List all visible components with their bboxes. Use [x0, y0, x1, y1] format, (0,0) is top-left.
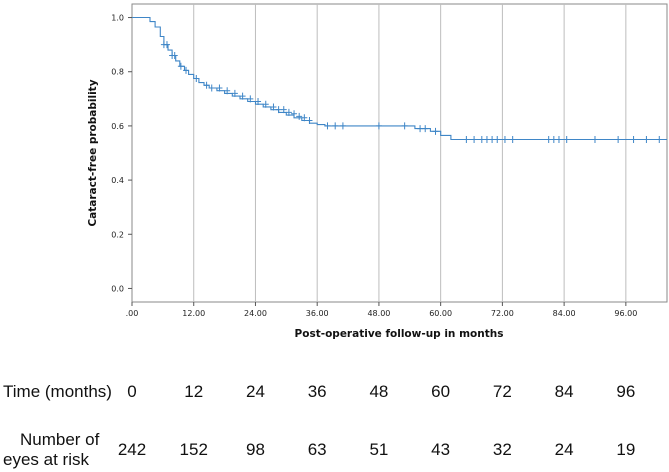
y-tick-label: 0.8 — [111, 68, 124, 77]
censor-mark — [630, 135, 637, 143]
censor-mark — [417, 125, 424, 133]
time-value: 96 — [616, 382, 636, 401]
x-tick-label: 84.00 — [553, 309, 576, 318]
censor-mark — [489, 135, 496, 143]
time-value: 36 — [307, 382, 327, 401]
time-value: 0 — [127, 382, 137, 401]
censor-mark — [262, 100, 269, 108]
censor-mark — [375, 122, 382, 130]
censor-mark — [296, 112, 303, 120]
x-tick-label: 72.00 — [491, 309, 514, 318]
y-tick-label: 0.0 — [111, 284, 124, 293]
x-tick-label: 48.00 — [367, 309, 390, 318]
time-header: Time (months) — [3, 382, 112, 401]
at-risk-header-line2: eyes at risk — [3, 450, 89, 469]
time-value: 48 — [369, 382, 389, 401]
at-risk-value: 32 — [492, 440, 512, 459]
time-value: 12 — [184, 382, 204, 401]
survival-curve — [132, 16, 667, 141]
y-tick-label: 0.6 — [111, 122, 124, 131]
censor-mark — [208, 84, 215, 92]
censor-mark — [183, 66, 190, 74]
censor-mark — [332, 122, 339, 130]
at-risk-value: 152 — [179, 440, 208, 459]
censor-mark — [285, 108, 292, 116]
censor-mark — [509, 135, 516, 143]
at-risk-value: 98 — [245, 440, 265, 459]
censor-mark — [494, 135, 501, 143]
censor-mark — [643, 135, 650, 143]
censor-mark — [291, 110, 298, 118]
censor-mark — [275, 106, 282, 114]
time-value: 84 — [554, 382, 574, 401]
censor-mark — [339, 122, 346, 130]
at-risk-value: 19 — [616, 440, 636, 459]
censor-mark — [591, 135, 598, 143]
at-risk-value: 242 — [117, 440, 147, 459]
x-tick-label: .00 — [126, 309, 139, 318]
censor-mark — [545, 135, 552, 143]
censor-mark — [306, 116, 313, 124]
censor-mark — [401, 122, 408, 130]
censor-mark — [193, 75, 200, 82]
censor-mark — [255, 98, 262, 106]
censor-mark — [163, 41, 170, 49]
risk-table: Time (months) Number of eyes at risk 0 24… — [0, 378, 669, 472]
at-risk-value: 43 — [431, 440, 451, 459]
censor-mark — [280, 106, 287, 114]
at-risk-header-line1: Number of — [20, 430, 100, 449]
plot-area — [131, 3, 668, 303]
censor-mark — [550, 135, 557, 143]
censor-mark — [478, 135, 485, 143]
y-axis-title: Cataract-free probability — [87, 79, 99, 226]
censor-mark — [231, 89, 238, 97]
x-tick-label: 24.00 — [244, 309, 267, 318]
censor-mark — [483, 135, 490, 143]
km-chart: 0.0 0.2 0.4 0.6 0.8 1.0 .00 12.00 24.00 36.00 48.… — [87, 3, 668, 340]
censor-mark — [471, 135, 478, 143]
censor-mark — [216, 84, 223, 92]
y-tick-label: 0.2 — [111, 230, 124, 239]
censor-mark — [656, 135, 663, 143]
at-risk-value: 24 — [554, 440, 574, 459]
censor-mark — [301, 114, 308, 122]
censor-mark — [615, 135, 622, 143]
censor-mark — [177, 62, 184, 70]
censor-mark — [555, 135, 562, 143]
censor-mark — [324, 122, 331, 130]
censor-mark — [270, 103, 277, 111]
x-axis-title: Post-operative follow-up in months — [295, 328, 504, 340]
censor-mark — [203, 81, 210, 89]
censor-mark — [171, 51, 178, 59]
at-risk-value: 63 — [307, 440, 327, 459]
censor-mark — [247, 95, 254, 103]
censor-mark — [422, 125, 429, 133]
censor-mark — [563, 135, 570, 143]
censor-mark — [239, 92, 246, 100]
time-value: 24 — [245, 382, 265, 401]
y-tick-label: 0.4 — [111, 176, 124, 185]
x-tick-label: 60.00 — [429, 309, 452, 318]
censor-mark — [224, 87, 231, 95]
time-value: 60 — [431, 382, 451, 401]
censor-mark — [463, 135, 470, 143]
x-tick-label: 12.00 — [182, 309, 205, 318]
time-value: 72 — [492, 382, 512, 401]
x-tick-label: 36.00 — [306, 309, 329, 318]
x-tick-label: 96.00 — [614, 309, 637, 318]
censor-mark — [432, 127, 439, 135]
censor-mark — [501, 135, 508, 143]
y-tick-label: 1.0 — [111, 14, 124, 23]
at-risk-value: 51 — [369, 440, 389, 459]
